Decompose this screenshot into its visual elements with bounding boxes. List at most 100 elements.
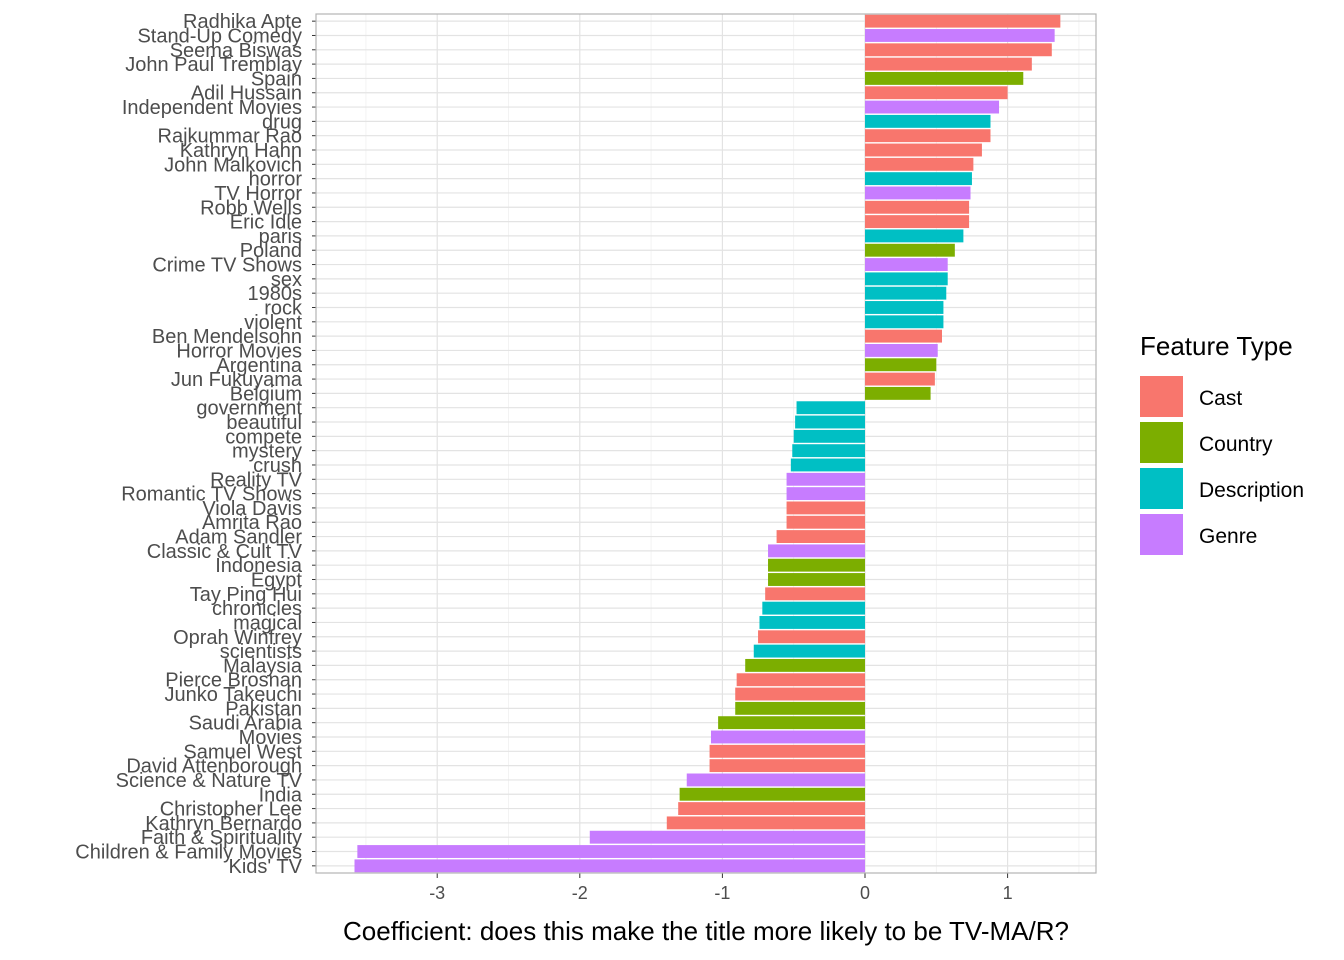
y-tick-label: Eric Idle [230,212,302,234]
x-axis: -3 -2 -1 0 1 [429,873,1013,903]
bar [735,701,865,715]
y-tick-label: Crime TV Shows [152,255,302,277]
y-tick-label: Children & Family Movies [75,842,302,864]
bar [686,773,865,787]
bar [762,601,865,615]
legend: Feature Type Cast Country Description Genre [1140,331,1304,555]
y-tick-label: Ben Mendelsohn [152,326,302,348]
y-tick-label: rock [264,297,303,319]
y-tick-label: Jun Fukuyama [171,369,303,391]
bar [864,71,1024,85]
y-tick-label: Kathryn Hahn [180,140,302,162]
bar [864,243,955,257]
y-tick-label: John Paul Tremblay [125,54,302,76]
bar [864,143,982,157]
y-tick-label: Amrita Rao [202,512,302,534]
y-tick-label: Viola Davis [202,498,302,520]
y-tick-label: Belgium [230,383,302,405]
y-tick-label: Egypt [251,570,303,592]
bar [790,458,865,472]
bar [718,716,865,730]
y-tick-label: India [259,784,303,806]
x-tick-label: 1 [1003,883,1013,903]
bar [864,186,971,200]
bar [864,372,935,386]
bar [786,472,865,486]
y-tick-label: TV Horror [214,183,302,205]
y-tick-label: Romantic TV Shows [121,484,302,506]
panel-border [315,13,1097,874]
x-tick-label: -3 [429,883,445,903]
y-tick-label: Saudi Arabia [189,713,303,735]
bar [796,401,865,415]
y-tick-label: Reality TV [210,469,303,491]
bar [776,530,865,544]
y-tick-label: Poland [240,240,302,262]
bar [768,573,865,586]
y-tick-label: Movies [239,727,302,749]
y-tick-label: Indonesia [215,555,303,577]
bar [710,730,865,744]
bar [864,272,948,286]
bars [354,14,1061,873]
y-tick-label: Kathryn Bernardo [145,813,302,835]
y-tick-label: Oprah Winfrey [173,627,302,649]
y-tick-label: scientists [220,641,302,663]
bar [864,343,938,357]
bar [709,759,865,773]
bar [864,258,948,271]
y-tick-label: Christopher Lee [160,799,302,821]
legend-label: Cast [1199,387,1242,410]
y-tick-label: Adil Hussain [191,83,302,105]
y-tick-label: Horror Movies [176,340,302,362]
bar [759,616,865,629]
y-tick-label: Science & Nature TV [116,770,303,792]
y-tick-label: David Attenborough [126,756,302,778]
y-tick-label: Seema Biswas [170,40,302,62]
bar [864,129,991,143]
legend-label: Country [1199,433,1273,456]
bar [864,358,937,372]
bar [864,301,944,314]
legend-swatch [1140,376,1183,417]
y-tick-label: crush [253,455,302,477]
x-tick-label: 0 [860,883,870,903]
y-tick-label: John Malkovich [164,154,302,176]
y-tick-label: Junko Takeuchi [165,684,303,706]
y-tick-label: Argentina [216,355,302,377]
legend-swatch [1140,468,1183,509]
x-tick-label: -1 [714,883,730,903]
bar [753,644,865,658]
legend-swatch [1140,514,1183,555]
bar [864,86,1008,100]
y-tick-label: Samuel West [183,741,302,763]
bar [765,587,865,601]
legend-swatch [1140,422,1183,463]
y-tick-label: Radhika Apte [183,11,302,33]
legend-label: Genre [1199,525,1257,548]
y-tick-label: Pakistan [225,698,302,720]
bar [679,787,865,801]
y-tick-label: drug [262,111,302,133]
y-tick-label: Rajkummar Rao [158,126,302,148]
bar [768,544,865,558]
bar [864,57,1032,71]
bar [864,315,944,329]
y-tick-label: Tay Ping Hui [190,584,302,606]
bar [589,830,865,844]
y-tick-label: Faith & Spirituality [141,827,302,849]
bar [786,487,865,501]
bar [795,415,865,429]
bar [735,687,865,701]
x-axis-title: Coefficient: does this make the title mo… [343,916,1069,946]
y-tick-label: magical [233,612,302,634]
bar [758,630,865,644]
y-tick-label: paris [259,226,302,248]
bar [864,43,1052,57]
y-tick-label: beautiful [226,412,302,434]
x-tick-label: -2 [572,883,588,903]
y-tick-label: violent [244,312,302,334]
bar [864,329,942,343]
